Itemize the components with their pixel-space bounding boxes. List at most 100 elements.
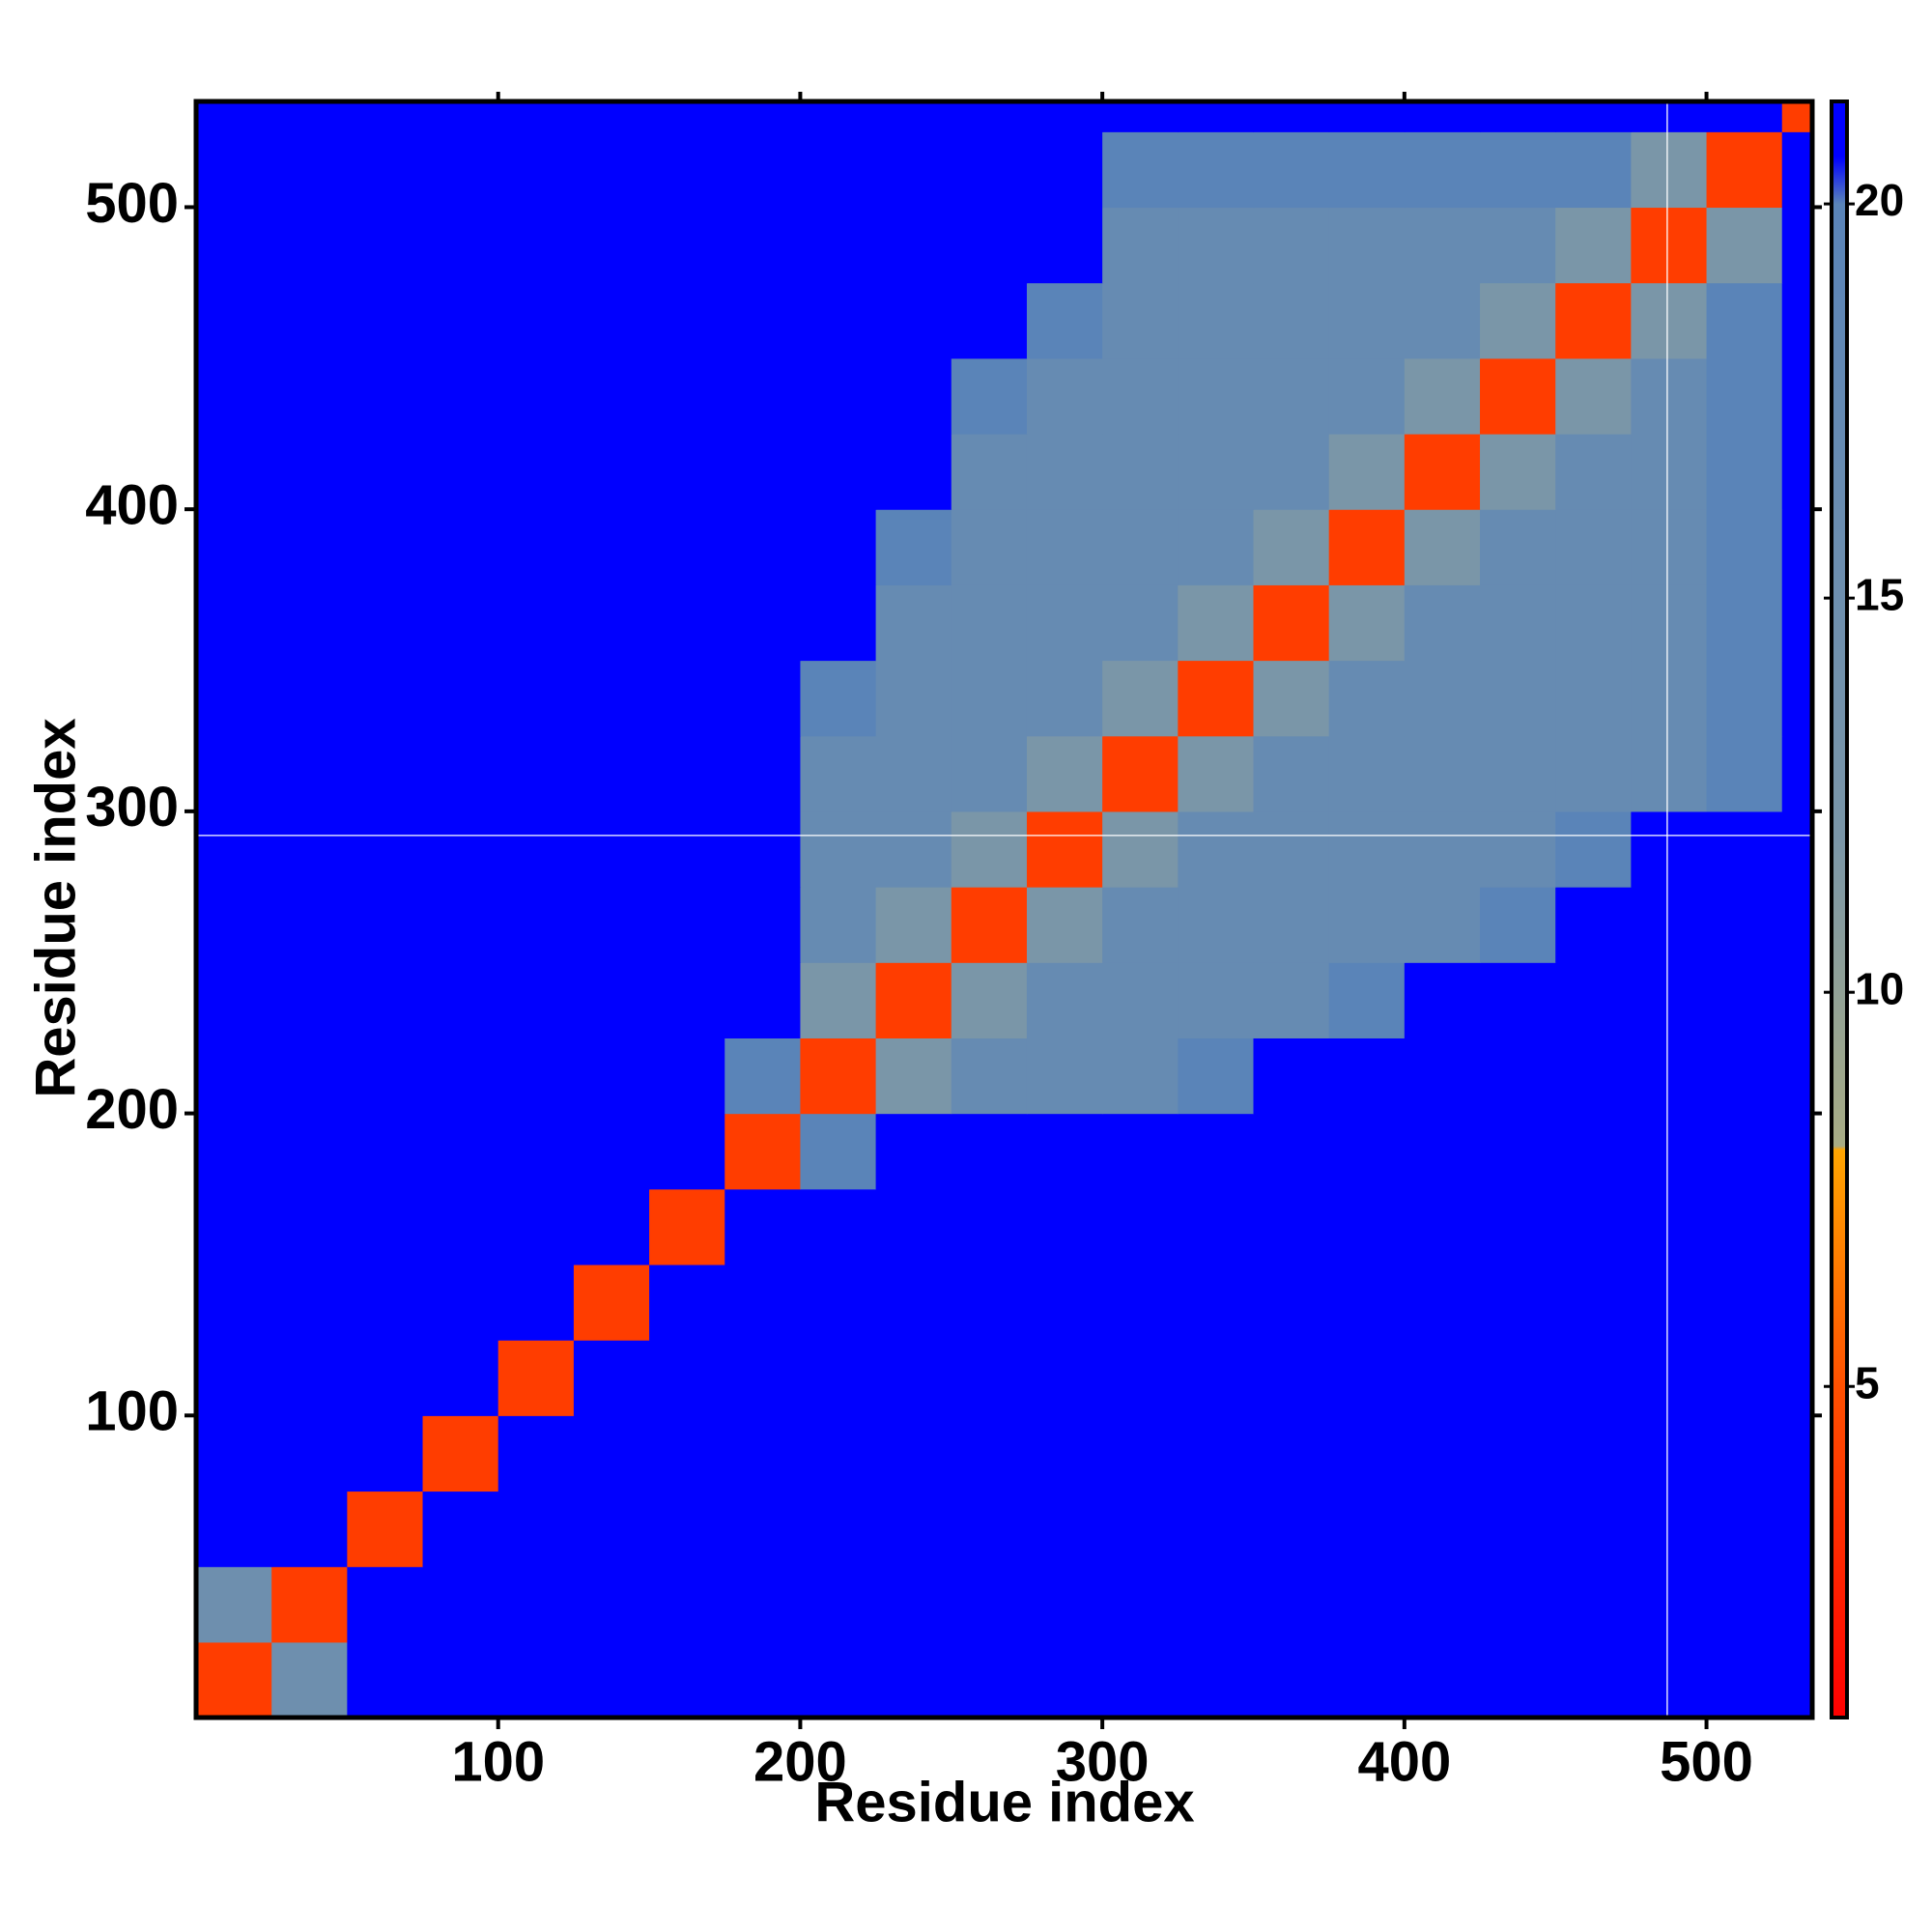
heatmap-cell (1328, 887, 1406, 963)
heatmap-cell (196, 207, 272, 284)
heatmap-cell (573, 735, 650, 812)
heatmap-cell (1253, 1641, 1330, 1718)
heatmap-cell (875, 131, 952, 209)
heatmap-cell (1328, 1415, 1406, 1492)
heatmap-cell (1480, 1113, 1556, 1190)
heatmap-cell (422, 1113, 499, 1190)
heatmap-cell (497, 1641, 575, 1718)
heatmap-cell (1480, 433, 1556, 510)
heatmap-cell (649, 282, 725, 359)
heatmap-cell (1781, 810, 1812, 888)
heatmap-cell (951, 735, 1028, 812)
heatmap-cell (1178, 1188, 1255, 1265)
heatmap-cell (1026, 1113, 1103, 1190)
heatmap-cell (1781, 207, 1812, 284)
heatmap-cell (422, 509, 499, 585)
heatmap-cell (1631, 1491, 1708, 1568)
heatmap-cell (1328, 962, 1406, 1039)
heatmap-cell (1781, 101, 1812, 132)
heatmap-cell (1102, 1415, 1179, 1492)
heatmap-cell (875, 357, 952, 435)
heatmap-cell (1026, 584, 1103, 662)
heatmap-cell (1480, 1340, 1556, 1416)
x-tick-label: 200 (753, 1730, 847, 1793)
heatmap-cell (271, 509, 348, 585)
heatmap-cell (1253, 962, 1330, 1039)
heatmap-cell (951, 584, 1028, 662)
heatmap-cell (497, 1264, 575, 1341)
heatmap-cell (573, 509, 650, 585)
heatmap-cell (1404, 101, 1481, 132)
heatmap-cell (1480, 584, 1556, 662)
colorbar (1830, 99, 1849, 1719)
y-tick-label: 300 (85, 776, 179, 838)
heatmap-cell (271, 1113, 348, 1190)
heatmap-cell (271, 1340, 348, 1416)
heatmap-cell (649, 433, 725, 510)
heatmap-cell (800, 207, 877, 284)
y-tick-label: 400 (85, 473, 179, 536)
heatmap-cell (1253, 1566, 1330, 1643)
heatmap-cell (649, 1641, 725, 1718)
heatmap-cell (1480, 962, 1556, 1039)
heatmap-cell (1178, 887, 1255, 963)
heatmap-cell (724, 357, 802, 435)
heatmap-cell (196, 1566, 272, 1643)
heatmap-cell (1102, 131, 1179, 209)
heatmap-cell (875, 1037, 952, 1115)
heatmap-cell (724, 509, 802, 585)
heatmap-cell (1555, 1491, 1632, 1568)
heatmap-cell (422, 282, 499, 359)
heatmap-cell (724, 1641, 802, 1718)
heatmap-cell (1631, 1641, 1708, 1718)
heatmap-cell (1781, 1415, 1812, 1492)
heatmap-cell (1102, 207, 1179, 284)
heatmap-cell (1328, 207, 1406, 284)
heatmap-cell (1102, 584, 1179, 662)
heatmap-cell (649, 962, 725, 1039)
heatmap-cell (347, 1566, 424, 1643)
heatmap-cell (497, 1566, 575, 1643)
heatmap-cell (1178, 1491, 1255, 1568)
heatmap-cell (875, 584, 952, 662)
heatmap-cell (422, 357, 499, 435)
heatmap-cell (1480, 1415, 1556, 1492)
heatmap-cell (422, 584, 499, 662)
heatmap-cell (347, 660, 424, 737)
heatmap-cell (1102, 660, 1179, 737)
heatmap-cell (649, 735, 725, 812)
heatmap-cell (951, 660, 1028, 737)
heatmap-cell (1706, 1491, 1783, 1568)
heatmap-cell (951, 1113, 1028, 1190)
heatmap-cell (573, 101, 650, 132)
heatmap-cell (1178, 1641, 1255, 1718)
heatmap-cell (1404, 887, 1481, 963)
heatmap-cell (1102, 357, 1179, 435)
heatmap-cell (1102, 1566, 1179, 1643)
heatmap-cell (875, 509, 952, 585)
heatmap-cell (1781, 584, 1812, 662)
heatmap-cell (1178, 1264, 1255, 1341)
heatmap-cell (724, 584, 802, 662)
heatmap-cell (347, 101, 424, 132)
heatmap-cell (1706, 1340, 1783, 1416)
heatmap-cell (573, 131, 650, 209)
heatmap-cell (573, 433, 650, 510)
heatmap-cell (573, 1641, 650, 1718)
heatmap-cell (649, 1264, 725, 1341)
heatmap-cell (1253, 101, 1330, 132)
heatmap-cell (724, 1415, 802, 1492)
heatmap-cell (271, 660, 348, 737)
heatmap-cell (1631, 1264, 1708, 1341)
heatmap-cell (422, 131, 499, 209)
heatmap-cell (951, 433, 1028, 510)
heatmap-cell (497, 735, 575, 812)
heatmap-cell (875, 1188, 952, 1265)
heatmap-cell (649, 1491, 725, 1568)
heatmap-cell (875, 1491, 952, 1568)
heatmap-cell (271, 1415, 348, 1492)
heatmap-cell (1026, 101, 1103, 132)
heatmap-cell (1781, 509, 1812, 585)
heatmap-cell (1253, 735, 1330, 812)
